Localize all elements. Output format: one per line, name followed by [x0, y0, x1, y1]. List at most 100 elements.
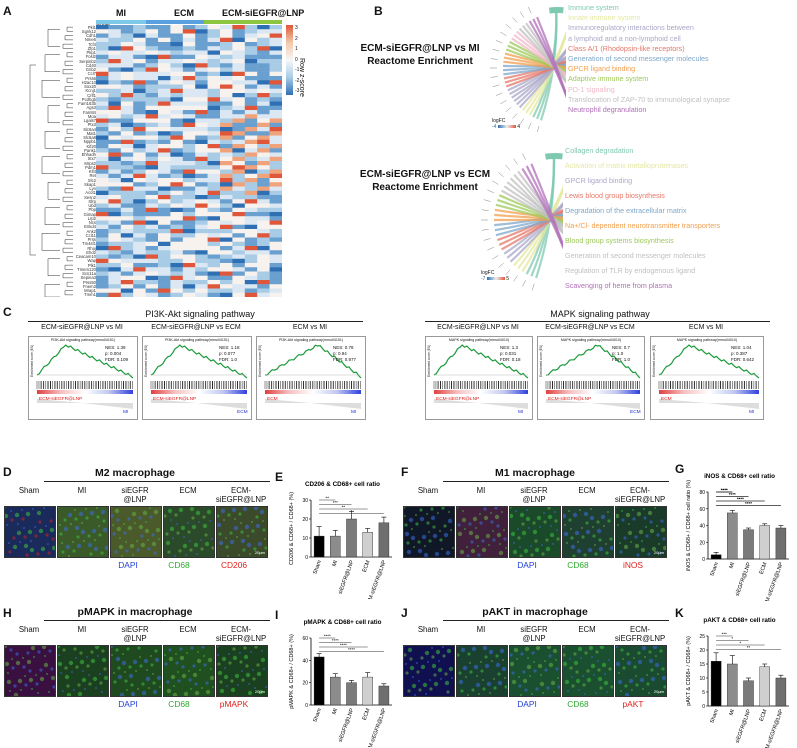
heatmap-cell	[182, 42, 196, 47]
heatmap-cell	[220, 80, 233, 85]
heatmap-cell	[257, 169, 270, 174]
heatmap-cell	[220, 246, 233, 251]
cell-dot	[135, 670, 137, 672]
heatmap-cell	[220, 46, 233, 51]
heatmap-cell	[108, 118, 121, 123]
heatmap-cell	[244, 280, 258, 285]
heatmap-cell	[108, 178, 121, 183]
heatmap-cell	[133, 216, 146, 221]
cell-dot	[99, 681, 103, 685]
heatmap-cell	[170, 139, 183, 145]
cell-dot	[624, 684, 628, 688]
cell-dot	[168, 656, 174, 662]
cell-dot	[170, 674, 176, 680]
heatmap-cell	[96, 271, 109, 276]
cell-dot	[519, 512, 525, 518]
dendro-branch	[66, 103, 73, 109]
sig-label: **	[325, 496, 329, 501]
x-tick-label: ECM	[362, 707, 372, 721]
cell-dot	[49, 519, 53, 523]
gene-label: Ehd2	[86, 249, 96, 255]
cell-dot	[64, 666, 68, 670]
heatmap-cell	[232, 182, 245, 187]
heatmap-cell	[96, 131, 109, 136]
cell-dot	[73, 689, 75, 691]
heatmap-cell	[244, 267, 258, 272]
heatmap-cell	[96, 284, 109, 289]
heatmap-cell	[158, 37, 171, 43]
heatmap-cell	[244, 33, 258, 38]
micrograph-image	[4, 645, 56, 697]
heatmap-cell	[96, 275, 109, 281]
cell-dot	[533, 669, 537, 673]
heatmap-cell	[145, 212, 159, 217]
heatmap-cell	[133, 165, 146, 170]
cell-dot	[236, 536, 238, 538]
heatmap-cell	[108, 33, 121, 38]
cell-dot	[569, 666, 573, 670]
heatmap-cell	[170, 114, 183, 119]
heatmap-cell	[96, 110, 109, 115]
cell-dot	[211, 546, 214, 550]
cell-dot	[238, 554, 240, 556]
heatmap-cell	[145, 241, 159, 247]
heatmap-cell	[195, 169, 208, 174]
cell-dot	[225, 537, 227, 539]
heatmap-cell	[145, 93, 159, 98]
cell-dot	[218, 540, 224, 546]
heatmap-cell	[133, 71, 146, 77]
cell-dot	[233, 525, 239, 531]
heatmap-cell	[269, 233, 282, 238]
cell-dot	[43, 662, 49, 668]
heatmap-cell	[158, 258, 171, 264]
cell-dot	[632, 509, 634, 511]
heatmap-cell	[133, 241, 146, 247]
legend-tick: -1	[295, 67, 300, 73]
cell-dot	[255, 523, 261, 529]
cell-dot	[50, 675, 55, 681]
cell-dot	[89, 552, 93, 556]
cell-dot	[225, 545, 229, 549]
heatmap-cell	[182, 246, 196, 251]
heatmap-cell	[96, 80, 109, 85]
cell-dot	[74, 525, 80, 531]
heatmap-cell	[145, 224, 159, 230]
group-label-ecm-sienfr: ECM-siEGFR@LNP	[222, 8, 305, 18]
cell-dot	[20, 689, 22, 691]
legend-title: logFC	[492, 118, 506, 124]
heatmap-cell	[170, 241, 183, 247]
cell-dot	[38, 520, 42, 524]
heatmap-cell	[96, 152, 109, 157]
heatmap-cell	[244, 63, 258, 68]
heatmap-cell	[170, 190, 183, 196]
cell-dot	[530, 553, 534, 557]
heatmap-cell	[108, 42, 121, 47]
cell-dot	[517, 536, 521, 540]
heatmap-cell	[145, 190, 159, 196]
heatmap-cell	[96, 25, 109, 30]
heatmap-cell	[145, 275, 159, 281]
heatmap-cell	[232, 288, 245, 293]
heatmap-cell	[133, 156, 146, 162]
gene-label: Pkp1	[86, 50, 96, 55]
gene-tick	[487, 247, 494, 251]
heatmap-cell	[244, 292, 258, 297]
heatmap-cell	[133, 29, 146, 34]
heatmap-cell	[170, 280, 183, 285]
cell-dot	[409, 665, 415, 671]
legend-tick: 2	[295, 35, 298, 42]
heatmap-cell	[96, 101, 109, 106]
micro-row-title: pAKT in macrophage	[482, 606, 588, 618]
heatmap-cell	[133, 110, 146, 115]
heatmap-cell	[195, 161, 208, 166]
gene-label: Tmem120	[77, 266, 96, 272]
heatmap-cell	[232, 80, 245, 85]
heatmap-cell	[170, 29, 183, 34]
cell-dot	[634, 543, 640, 549]
gsea-head: PI3K-Akt signaling pathway(mmu04151)	[164, 338, 230, 342]
cell-dot	[172, 537, 174, 539]
heatmap-cell	[269, 165, 282, 170]
heatmap-cell	[133, 275, 146, 281]
heatmap-cell	[195, 288, 208, 293]
